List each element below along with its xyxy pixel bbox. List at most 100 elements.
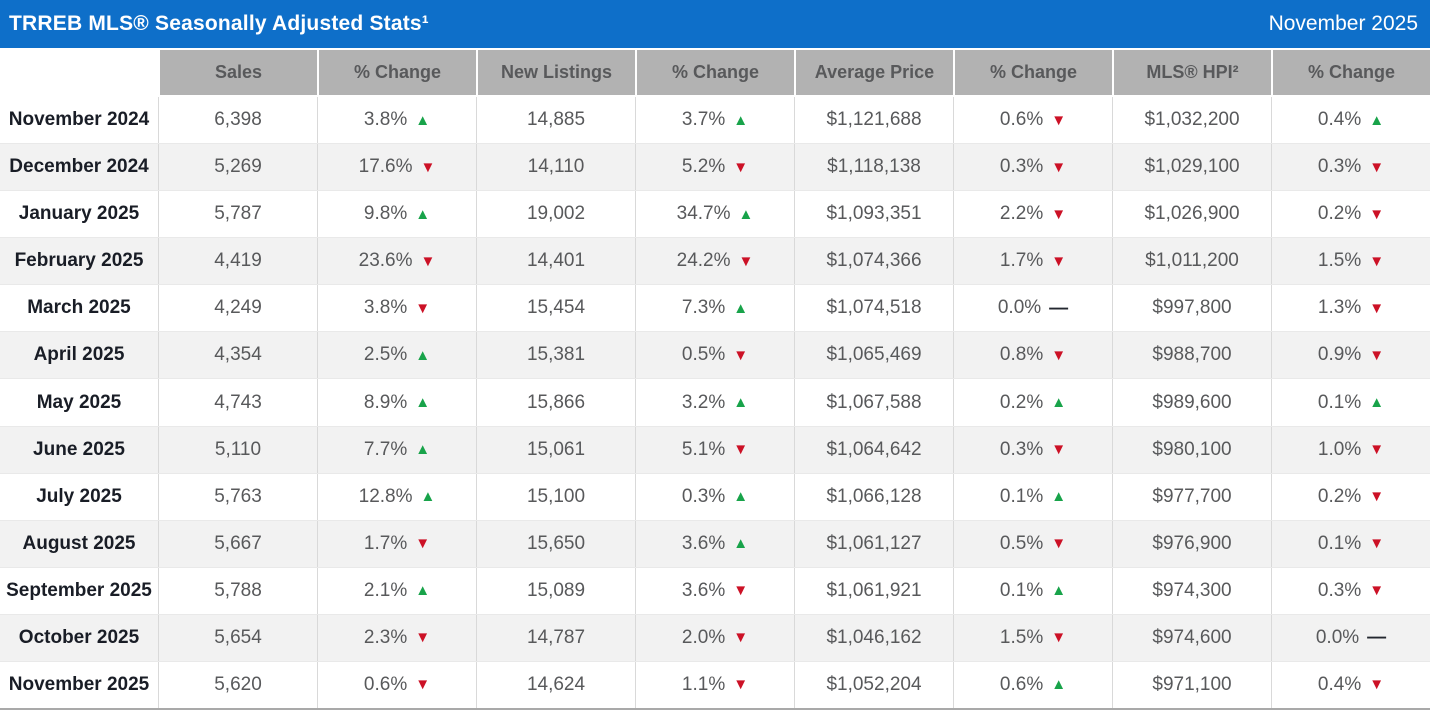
cell-mls-hpi: $988,700 bbox=[1112, 332, 1271, 379]
trend-icon: ▲ bbox=[415, 441, 431, 459]
cell-average-price-change: 0.1% ▲ bbox=[953, 567, 1112, 614]
cell-average-price: $1,052,204 bbox=[794, 661, 953, 708]
cell-average-price: $1,065,469 bbox=[794, 332, 953, 379]
cell-sales: 5,620 bbox=[158, 661, 317, 708]
cell-average-price: $1,118,138 bbox=[794, 144, 953, 191]
trend-icon: ▲ bbox=[733, 535, 749, 553]
trend-icon: ▼ bbox=[1051, 629, 1067, 647]
column-header-mls-hpi: MLS® HPI² bbox=[1112, 50, 1271, 95]
cell-new-listings: 14,401 bbox=[476, 238, 635, 285]
cell-new-listings: 15,089 bbox=[476, 567, 635, 614]
row-label: November 2025 bbox=[8, 673, 150, 695]
trend-icon: ▲ bbox=[733, 299, 749, 317]
trend-icon: ▲ bbox=[733, 394, 749, 411]
table-row: October 2025 5,654 2.3% ▼ 14,787 2.0% ▼ $1… bbox=[0, 613, 1430, 661]
cell-new-listings-change: 3.7% ▲ bbox=[635, 97, 794, 144]
cell-sales-change: 0.6% ▼ bbox=[317, 661, 476, 708]
trend-icon: — bbox=[1367, 627, 1387, 649]
cell-mls-hpi: $1,026,900 bbox=[1112, 191, 1271, 238]
table-body: November 2024 6,398 3.8% ▲ 14,885 3.7% ▲ $… bbox=[0, 97, 1430, 708]
row-label: November 2024 bbox=[8, 109, 150, 131]
trend-icon: ▼ bbox=[1369, 346, 1385, 364]
cell-mls-hpi: $997,800 bbox=[1112, 285, 1271, 332]
column-header-average-price-change: % Change bbox=[953, 50, 1112, 95]
trend-icon: ▼ bbox=[738, 252, 754, 270]
trend-icon: ▼ bbox=[1051, 111, 1067, 129]
cell-new-listings-change: 7.3% ▲ bbox=[635, 285, 794, 332]
trend-icon: ▲ bbox=[1051, 394, 1067, 411]
cell-sales: 5,269 bbox=[158, 144, 317, 191]
cell-average-price: $1,064,642 bbox=[794, 426, 953, 473]
cell-average-price-change: 0.3% ▼ bbox=[953, 144, 1112, 191]
cell-average-price-change: 0.1% ▲ bbox=[953, 473, 1112, 520]
cell-sales-change: 2.3% ▼ bbox=[317, 614, 476, 661]
row-label: October 2025 bbox=[18, 626, 140, 648]
cell-average-price: $1,061,127 bbox=[794, 520, 953, 567]
row-label: February 2025 bbox=[14, 250, 144, 272]
cell-sales: 5,787 bbox=[158, 191, 317, 238]
cell-mls-hpi: $971,100 bbox=[1112, 661, 1271, 708]
cell-sales-change: 2.5% ▲ bbox=[317, 332, 476, 379]
trend-icon: ▼ bbox=[1369, 488, 1385, 506]
trend-icon: ▼ bbox=[415, 629, 431, 647]
trend-icon: ▼ bbox=[733, 441, 749, 459]
cell-average-price: $1,066,128 bbox=[794, 473, 953, 520]
trend-icon: ▼ bbox=[1369, 252, 1385, 270]
trend-icon: ▼ bbox=[733, 158, 749, 176]
cell-new-listings-change: 3.6% ▲ bbox=[635, 520, 794, 567]
cell-new-listings: 15,866 bbox=[476, 379, 635, 426]
table-row: November 2024 6,398 3.8% ▲ 14,885 3.7% ▲ $… bbox=[0, 97, 1430, 144]
column-header-hpi-change: % Change bbox=[1271, 50, 1430, 95]
table-header-row: Sales % Change New Listings % Change Ave… bbox=[0, 48, 1430, 97]
trend-icon: ▼ bbox=[1369, 158, 1385, 176]
column-header-average-price: Average Price bbox=[794, 50, 953, 95]
row-label: January 2025 bbox=[18, 203, 140, 225]
trend-icon: ▼ bbox=[733, 629, 749, 647]
cell-sales-change: 7.7% ▲ bbox=[317, 426, 476, 473]
table-row: August 2025 5,667 1.7% ▼ 15,650 3.6% ▲ $1,… bbox=[0, 519, 1430, 567]
cell-new-listings-change: 24.2% ▼ bbox=[635, 238, 794, 285]
cell-average-price-change: 0.5% ▼ bbox=[953, 520, 1112, 567]
trend-icon: ▲ bbox=[1051, 582, 1067, 600]
cell-hpi-change: 0.3% ▼ bbox=[1271, 144, 1430, 191]
cell-hpi-change: 0.4% ▼ bbox=[1271, 661, 1430, 708]
cell-mls-hpi: $1,029,100 bbox=[1112, 144, 1271, 191]
trend-icon: ▼ bbox=[1051, 441, 1067, 459]
row-label: August 2025 bbox=[22, 532, 136, 554]
trend-icon: ▼ bbox=[1369, 205, 1385, 223]
cell-sales: 5,788 bbox=[158, 567, 317, 614]
trend-icon: ▲ bbox=[1051, 676, 1067, 694]
cell-sales: 5,110 bbox=[158, 426, 317, 473]
report-title: TRREB MLS® Seasonally Adjusted Stats¹ bbox=[9, 12, 429, 35]
trend-icon: ▼ bbox=[1051, 535, 1067, 553]
table-row: February 2025 4,419 23.6% ▼ 14,401 24.2% ▼… bbox=[0, 237, 1430, 285]
cell-mls-hpi: $974,300 bbox=[1112, 567, 1271, 614]
table-row: June 2025 5,110 7.7% ▲ 15,061 5.1% ▼ $1,06… bbox=[0, 425, 1430, 473]
cell-new-listings-change: 34.7% ▲ bbox=[635, 191, 794, 238]
table-row: May 2025 4,743 8.9% ▲ 15,866 3.2% ▲ $1,067… bbox=[0, 378, 1430, 426]
cell-new-listings: 15,061 bbox=[476, 426, 635, 473]
table-row: January 2025 5,787 9.8% ▲ 19,002 34.7% ▲ $… bbox=[0, 190, 1430, 238]
cell-hpi-change: 0.1% ▼ bbox=[1271, 520, 1430, 567]
cell-hpi-change: 1.3% ▼ bbox=[1271, 285, 1430, 332]
cell-sales: 4,743 bbox=[158, 379, 317, 426]
cell-sales-change: 17.6% ▼ bbox=[317, 144, 476, 191]
row-label: May 2025 bbox=[36, 391, 122, 413]
cell-average-price: $1,121,688 bbox=[794, 97, 953, 144]
cell-average-price: $1,074,518 bbox=[794, 285, 953, 332]
cell-new-listings: 15,454 bbox=[476, 285, 635, 332]
report-date: November 2025 bbox=[1268, 12, 1418, 35]
column-header-blank bbox=[0, 50, 158, 95]
cell-average-price: $1,067,588 bbox=[794, 379, 953, 426]
cell-new-listings-change: 0.3% ▲ bbox=[635, 473, 794, 520]
row-label: December 2024 bbox=[9, 156, 149, 178]
trend-icon: ▲ bbox=[420, 488, 436, 506]
cell-sales: 5,654 bbox=[158, 614, 317, 661]
trend-icon: ▼ bbox=[1369, 676, 1385, 694]
trend-icon: ▼ bbox=[733, 582, 749, 600]
cell-hpi-change: 0.3% ▼ bbox=[1271, 567, 1430, 614]
cell-sales: 6,398 bbox=[158, 97, 317, 144]
cell-average-price-change: 0.6% ▲ bbox=[953, 661, 1112, 708]
cell-sales: 5,667 bbox=[158, 520, 317, 567]
column-header-sales-change: % Change bbox=[317, 50, 476, 95]
